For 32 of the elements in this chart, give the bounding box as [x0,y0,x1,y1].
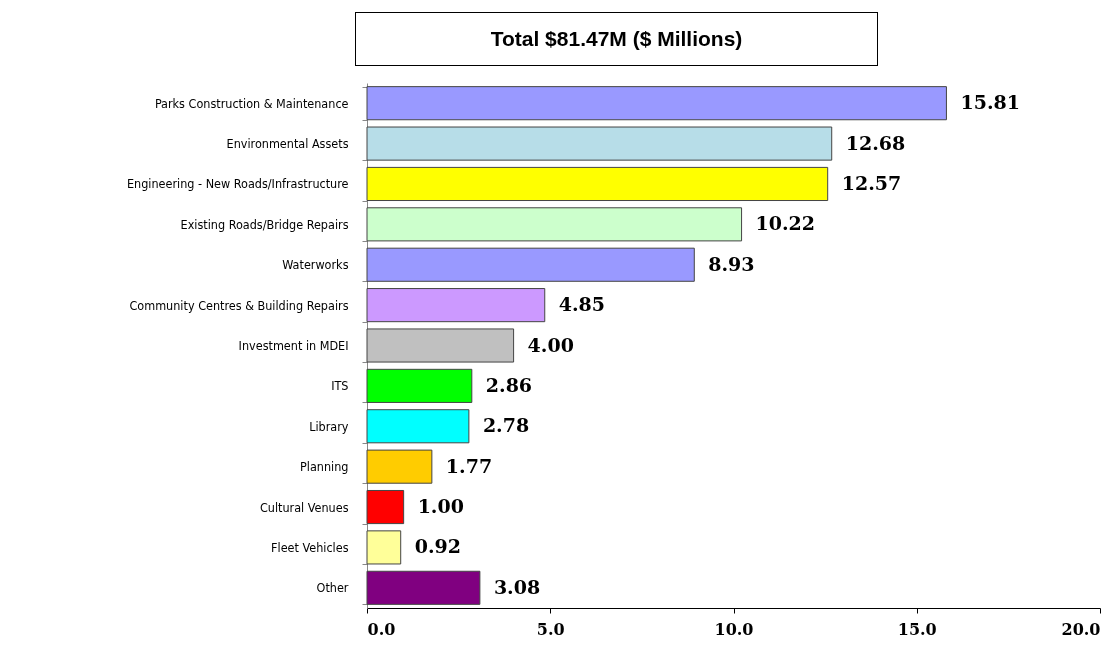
data-label: 15.81 [960,91,1020,114]
y-tick-label: Cultural Venues [259,499,349,515]
data-label: 3.08 [493,575,541,598]
data-label: 12.68 [845,131,906,154]
chart-title: Total $81.47M ($ Millions) [355,12,878,66]
y-tick-label: ITS [331,378,349,394]
data-label: 0.92 [414,535,461,558]
data-label: 2.78 [482,414,530,437]
data-label: 10.22 [755,212,816,235]
y-tick-label: Parks Construction & Maintenance [154,95,349,111]
y-tick-label: Existing Roads/Bridge Repairs [180,216,349,232]
data-label: 4.85 [558,293,606,316]
data-label: 1.77 [445,454,493,477]
y-tick-label: Library [309,418,349,434]
x-tick-label: 15.0 [897,619,937,639]
y-tick-label: Engineering - New Roads/Infrastructure [126,176,349,192]
data-label: 8.93 [708,252,755,275]
y-tick-label: Community Centres & Building Repairs [129,297,349,313]
y-tick-label: Fleet Vehicles [271,539,349,555]
y-tick-label: Environmental Assets [226,136,349,152]
data-label: 2.86 [485,373,533,396]
y-tick-label: Waterworks [282,257,349,273]
data-label: 12.57 [841,171,902,194]
x-tick-label: 0.0 [367,619,396,639]
data-label: 1.00 [417,495,464,518]
x-tick-label: 5.0 [536,619,565,639]
data-label: 4.00 [527,333,574,356]
y-tick-label: Other [316,580,349,596]
x-tick-label: 10.0 [714,619,754,639]
x-tick-label: 20.0 [1061,619,1101,639]
y-tick-label: Planning [300,459,349,475]
y-tick-label: Investment in MDEI [238,338,349,353]
